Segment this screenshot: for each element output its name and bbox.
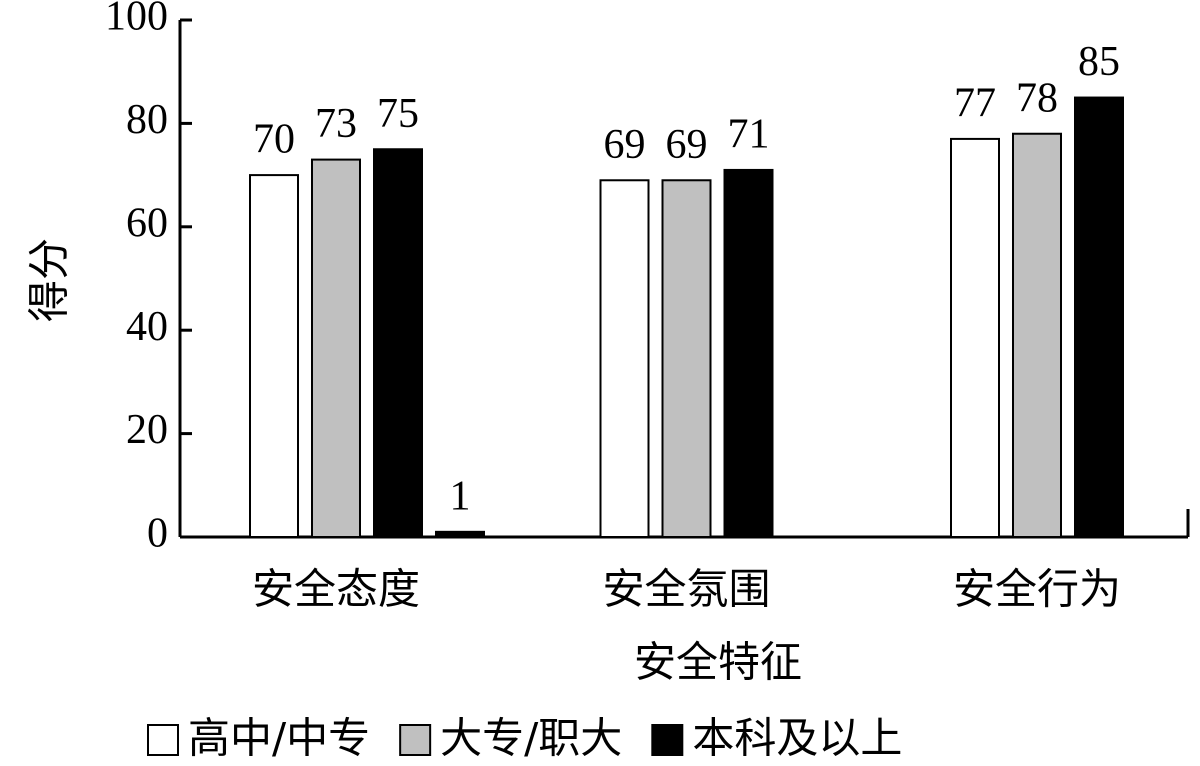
value-label: 69	[666, 122, 708, 168]
x-tick-label: 安全行为	[953, 565, 1121, 614]
value-label: 78	[1016, 75, 1058, 121]
bar	[599, 179, 650, 539]
y-tick-label: 100	[105, 0, 168, 40]
y-tick-label: 20	[126, 407, 168, 453]
bar	[435, 530, 485, 539]
legend-swatch	[399, 724, 432, 756]
value-label: 70	[253, 117, 295, 163]
value-label: 77	[954, 81, 996, 127]
value-label: 1	[450, 473, 471, 519]
y-tick-label: 40	[126, 304, 168, 350]
legend-swatch	[147, 724, 179, 756]
legend-label: 本科及以上	[692, 714, 902, 763]
legend-swatch	[651, 724, 684, 756]
value-label: 85	[1078, 39, 1120, 85]
legend-label: 高中/中专	[188, 714, 370, 763]
value-label: 73	[315, 101, 357, 147]
x-axis-title: 安全特征	[634, 638, 802, 687]
bar	[661, 179, 712, 539]
bar	[1012, 132, 1062, 539]
bar	[950, 137, 1000, 538]
y-tick-label: 60	[126, 200, 168, 246]
bar	[723, 168, 774, 538]
bar	[373, 148, 423, 538]
value-label: 69	[604, 122, 646, 168]
x-tick-label: 安全态度	[252, 565, 420, 614]
value-label: 75	[377, 91, 419, 137]
y-tick-label: 0	[147, 511, 168, 557]
y-axis-title: 得分	[25, 238, 74, 322]
y-tick-label: 80	[126, 97, 168, 143]
x-tick-label: 安全氛围	[602, 565, 770, 614]
value-label: 71	[728, 112, 770, 158]
bar	[1074, 96, 1124, 539]
bar	[249, 174, 299, 538]
legend-label: 大专/职大	[440, 714, 622, 763]
bar	[311, 158, 361, 538]
